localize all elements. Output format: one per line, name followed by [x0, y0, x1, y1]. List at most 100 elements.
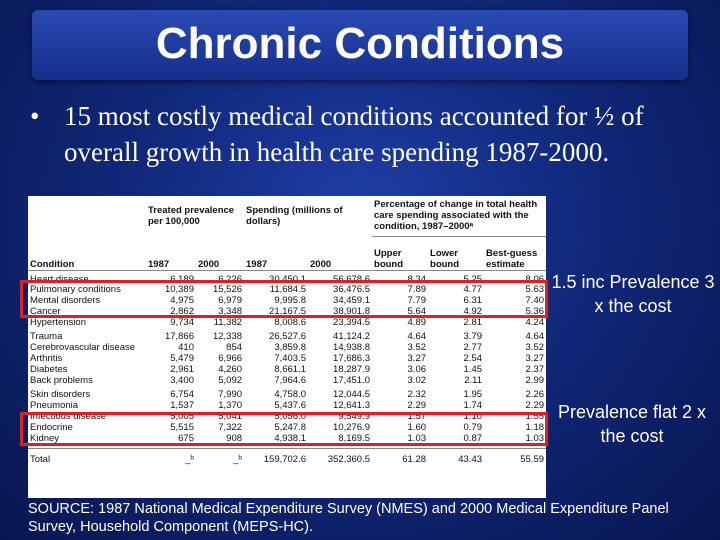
table-cell: 55.59	[520, 454, 545, 466]
table-cell: 675	[178, 432, 194, 444]
table-cell: 3,400	[170, 374, 194, 386]
table-cell: 6,966	[218, 353, 243, 365]
condition-name: Trauma	[30, 331, 63, 343]
table-cell: 4.77	[463, 284, 483, 296]
condition-name: Total	[30, 454, 51, 466]
table-cell: 2.81	[463, 316, 483, 328]
table-cell: 1.55	[525, 411, 545, 423]
table-row: Endocrine 5,515 7,322 5,247.8 10,276.9 1.60 0.…	[28, 421, 546, 434]
table-row: Trauma 17,866 12,338 26,527.6 41,124.2 4.64 3.…	[28, 332, 546, 343]
table-cell: 56,678.6	[333, 273, 371, 285]
condition-name: Arthritis	[30, 353, 63, 365]
table-cell: 7,964.6	[274, 374, 307, 386]
table-cell: 43.43	[458, 454, 483, 466]
table-cell: 3.02	[407, 374, 427, 386]
bullet-marker: •	[30, 101, 40, 131]
condition-name: Skin disorders	[30, 389, 91, 401]
table-cell: 2.26	[525, 389, 545, 401]
table-cell: 12,044.5	[333, 389, 371, 401]
column-header: 1987	[148, 258, 170, 270]
table-cell: 410	[178, 342, 194, 354]
table-cell: _ᵇ	[185, 454, 194, 466]
table-cell: 9,734	[170, 316, 194, 328]
table-cell: 1.45	[463, 363, 483, 375]
table-cell: 2.29	[525, 400, 545, 412]
table-row: Back problems 3,400 5,092 7,964.6 17,451.0 3.…	[28, 374, 546, 387]
table-cell: 6,189	[170, 273, 194, 285]
table-cell: 23,394.5	[333, 316, 371, 328]
condition-name: Infectious disease	[30, 411, 107, 423]
group-header-prevalence: Treated prevalence per 100,000	[148, 205, 235, 227]
table-cell: 1.74	[463, 400, 483, 412]
column-header: 2000	[310, 258, 332, 270]
annotation-prevalence-cost: 1.5 inc Prevalence 3 x the cost	[551, 272, 715, 316]
table-cell: 4,938.1	[274, 432, 307, 444]
table-cell: 3.06	[407, 363, 427, 375]
table-row: Pneumonia 1,537 1,370 5,437.6 12,641.3 2.29 1.…	[28, 400, 546, 412]
table-cell: 8.34	[407, 273, 427, 285]
table-cell: 9,995.8	[274, 295, 307, 307]
table-cell: 7.40	[525, 295, 545, 307]
condition-name: Back problems	[30, 374, 93, 386]
table-cell: 1.60	[407, 421, 427, 433]
table-cell: 7.79	[407, 295, 427, 307]
table-cell: 17,866	[164, 331, 194, 343]
table-cell: _ᵇ	[233, 454, 243, 466]
table-cell: 1.18	[525, 421, 545, 433]
table-cell: 5.64	[407, 305, 427, 317]
table-cell: 5.36	[525, 305, 545, 317]
table-cell: 0.79	[463, 421, 483, 433]
table-cell: 1.95	[463, 389, 483, 401]
table-row: Heart disease 6,189 6,226 30,450.1 56,678.6 8…	[28, 273, 546, 286]
table-cell: 908	[226, 432, 243, 444]
table-cell: 7,403.5	[274, 353, 307, 365]
table-cell: 2,961	[170, 363, 194, 375]
table-cell: 5,479	[170, 353, 194, 365]
table-cell: 5.25	[463, 273, 483, 285]
highlight-box-bottom	[20, 412, 548, 446]
table-cell: 6.31	[463, 295, 483, 307]
table-cell: 2,862	[170, 305, 194, 317]
table-cell: 10,276.9	[333, 421, 371, 433]
table-cell: 18,287.9	[333, 363, 371, 375]
condition-name: Mental disorders	[30, 295, 101, 307]
table-cell: 2.77	[463, 342, 483, 354]
table-cell: 10,389	[164, 284, 194, 296]
table-cell: 1.57	[407, 411, 427, 423]
title-bar: Chronic Conditions	[32, 10, 688, 80]
table-cell: 3.27	[407, 353, 427, 365]
condition-name: Diabetes	[30, 363, 68, 375]
table-cell: 30,450.1	[269, 273, 307, 285]
table-cell: 0.87	[463, 432, 483, 444]
table-cell: 2.54	[463, 353, 483, 365]
condition-name: Pulmonary conditions	[30, 284, 121, 296]
table-cell: 5,247.8	[274, 421, 307, 433]
table-cell: 8,008.6	[274, 316, 307, 328]
table-row: Mental disorders 4,975 6,979 9,995.8 34,459.…	[28, 295, 546, 307]
table-cell: 17,451.0	[333, 374, 371, 386]
column-header: Best-guess estimate	[486, 247, 538, 270]
table-cell: 4.89	[407, 316, 427, 328]
table-cell: 5,515	[170, 421, 194, 433]
table-cell: 1,370	[218, 400, 243, 412]
table-cell: 8.06	[525, 273, 545, 285]
table-cell: 4,758.0	[274, 389, 307, 401]
highlight-box-top	[20, 280, 548, 318]
bullet-text: 15 most costly medical conditions accoun…	[64, 101, 644, 167]
table-cell: 38,901.8	[333, 305, 371, 317]
table-cell: 5,041	[218, 411, 243, 423]
table-cell: 4,975	[170, 295, 194, 307]
table-cell: 7.89	[407, 284, 427, 296]
table-cell: 3,348	[218, 305, 243, 317]
table-cell: 3.27	[525, 353, 545, 365]
table-cell: 26,527.6	[269, 331, 307, 343]
slide-title: Chronic Conditions	[155, 19, 565, 68]
table-cell: 6,754	[170, 389, 194, 401]
table-cell: 5,092	[218, 374, 243, 386]
column-header: 2000	[198, 258, 220, 270]
table-row: Hypertension 9,734 11,382 8,008.6 23,394.5 4.…	[28, 316, 546, 329]
header-spacer	[28, 196, 146, 236]
table-row: Skin disorders 6,754 7,990 4,758.0 12,044.5 2…	[28, 390, 546, 401]
table-row: Arthritis 5,479 6,966 7,403.5 17,686.3 3.27 2.…	[28, 353, 546, 365]
table-cell: 4.64	[407, 331, 427, 343]
